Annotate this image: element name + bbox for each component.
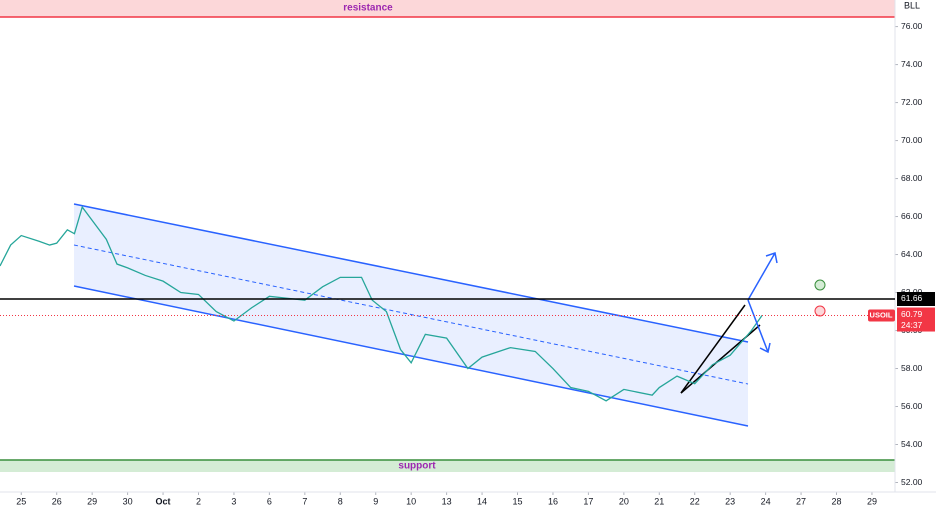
x-tick-label: 10	[406, 496, 416, 506]
y-tick-label: 56.00	[901, 401, 923, 411]
y-tick-label: 68.00	[901, 173, 923, 183]
channel-mid	[73, 244, 749, 385]
small-channel-left	[680, 304, 746, 394]
y-tick-label: 62.00	[901, 287, 923, 297]
x-tick-label: 20	[619, 496, 629, 506]
x-tick-label: 9	[373, 496, 378, 506]
x-tick-label: 27	[796, 496, 806, 506]
channel-upper	[73, 203, 749, 343]
x-tick-label: 29	[87, 496, 97, 506]
channel-lower	[73, 285, 749, 427]
arrow-down	[747, 299, 771, 354]
y-tick-label: 54.00	[901, 439, 923, 449]
x-tick-label: 13	[442, 496, 452, 506]
x-tick-label: 15	[512, 496, 522, 506]
y-tick-label: 72.00	[901, 97, 923, 107]
arrow-up	[747, 252, 778, 301]
x-tick-label: 21	[654, 496, 664, 506]
x-tick-label: 2	[196, 496, 201, 506]
resistance-label: resistance	[343, 3, 393, 14]
y-tick-label: 52.00	[901, 477, 923, 487]
y-tick-label: 70.00	[901, 135, 923, 145]
stop-circle	[814, 305, 826, 317]
horizontal-line-tag	[897, 291, 935, 306]
x-tick-label: 16	[548, 496, 558, 506]
y-tick-label: 58.00	[901, 363, 923, 373]
x-tick-label: 28	[832, 496, 842, 506]
symbol-label: BLL	[904, 0, 920, 10]
x-tick-label: 22	[690, 496, 700, 506]
x-tick-label: 14	[477, 496, 487, 506]
last-price-tag	[897, 307, 935, 332]
support-label: support	[398, 461, 436, 472]
x-tick-label: Oct	[156, 496, 171, 506]
target-circle	[814, 279, 826, 291]
price-line	[0, 205, 763, 402]
symbol-tag	[868, 309, 895, 322]
y-tick-label: 76.00	[901, 21, 923, 31]
resistance-zone	[0, 0, 895, 17]
support-zone	[0, 460, 895, 472]
x-tick-label: 24	[761, 496, 771, 506]
x-tick-label: 30	[123, 496, 133, 506]
x-tick-label: 6	[267, 496, 272, 506]
y-tick-label: 74.00	[901, 59, 923, 69]
countdown-label: 24:37	[901, 320, 923, 330]
symbol-tag-label: USOIL	[870, 311, 893, 320]
x-tick-label: 25	[16, 496, 26, 506]
x-tick-label: 8	[338, 496, 343, 506]
horizontal-line-label: 61.66	[901, 293, 923, 303]
x-tick-label: 3	[231, 496, 236, 506]
last-price-label: 60.79	[901, 309, 923, 319]
x-tick-label: 23	[725, 496, 735, 506]
x-tick-label: 26	[52, 496, 62, 506]
x-tick-label: 7	[302, 496, 307, 506]
x-tick-label: 29	[867, 496, 877, 506]
x-tick-label: 17	[583, 496, 593, 506]
y-tick-label: 64.00	[901, 249, 923, 259]
y-tick-label: 66.00	[901, 211, 923, 221]
